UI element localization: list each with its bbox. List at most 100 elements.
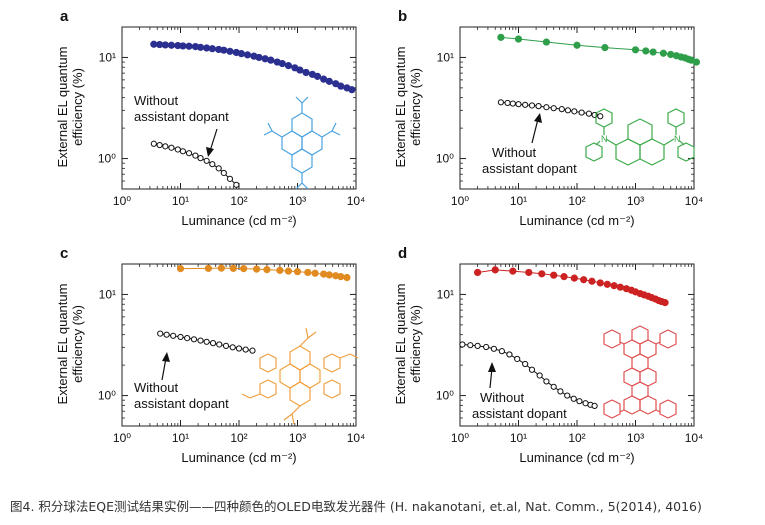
annotation-line2: assistant dopant (134, 109, 229, 124)
annotation-line1: Without (492, 145, 536, 160)
data-point-open (249, 347, 256, 354)
x-axis-label: Luminance (cd m⁻²) (519, 450, 634, 465)
data-point-open (543, 104, 550, 111)
data-point-filled (226, 47, 234, 55)
annotation-arrowhead (534, 113, 542, 123)
data-point-filled (514, 35, 523, 43)
annotation-line1: Without (480, 390, 524, 405)
molecule-structure (603, 325, 677, 419)
data-point-filled (325, 77, 333, 85)
data-point-open (483, 343, 490, 351)
data-point-filled (337, 273, 345, 281)
data-point-filled (253, 265, 261, 273)
data-point-open (591, 402, 598, 410)
data-point-filled (243, 51, 252, 59)
data-point-open (557, 388, 564, 395)
data-point-open (564, 392, 571, 399)
molecule-structure (263, 96, 341, 190)
x-tick-label: 10⁰ (113, 431, 131, 445)
y-tick-label: 10¹ (437, 287, 454, 301)
data-point-filled (631, 46, 640, 54)
y-axis-label-line1: External EL quantum (55, 47, 70, 168)
panel-c: c External EL quantum efficiency (%) Lum… (55, 245, 365, 465)
data-point-open (233, 181, 240, 188)
plot-area: 10⁰ 10¹ 10² 10³ 10⁴ 10⁰ 10¹ (436, 263, 704, 445)
data-point-open (535, 103, 542, 110)
data-point-open (576, 398, 583, 405)
data-point-open (490, 345, 498, 352)
data-point-filled (491, 266, 499, 274)
panel-letter: d (398, 245, 407, 262)
data-point-open (509, 100, 516, 107)
data-point-filled (204, 264, 213, 272)
data-point-open (235, 345, 243, 352)
data-point-filled (293, 268, 302, 276)
y-axis-label-line2: efficiency (%) (70, 68, 85, 146)
data-point-filled (616, 283, 624, 291)
data-point-filled (263, 266, 271, 274)
data-point-filled (497, 33, 505, 41)
data-point-open (156, 141, 163, 149)
x-axis-label: Luminance (cd m⁻²) (519, 213, 634, 228)
data-point-open (550, 105, 557, 112)
data-point-filled (348, 86, 356, 94)
data-point-open (163, 331, 170, 338)
data-point-open (192, 152, 199, 159)
data-point-open (222, 342, 230, 349)
y-tick-label: 10¹ (99, 287, 116, 301)
data-point-filled (237, 50, 246, 58)
data-point-filled (313, 72, 322, 80)
data-point-open (229, 344, 236, 351)
data-point-filled (525, 268, 533, 277)
data-point-filled (185, 42, 193, 50)
x-tick-label: 10² (568, 431, 585, 445)
data-point-open (177, 333, 184, 341)
y-tick-label: 10⁰ (98, 389, 116, 403)
y-axis-label-line2: efficiency (%) (70, 305, 85, 383)
y-tick-label: 10⁰ (436, 152, 454, 166)
data-point-open (185, 150, 193, 157)
data-point-open (504, 99, 511, 107)
annotation-line2: assistant dopant (482, 161, 577, 176)
data-point-filled (176, 265, 185, 273)
svg-text:N: N (674, 134, 681, 144)
data-point-filled (229, 264, 237, 272)
data-point-open (216, 341, 223, 348)
data-point-open (209, 340, 217, 347)
data-point-filled (649, 48, 657, 56)
panel-letter: b (398, 8, 407, 25)
data-point-open (528, 102, 536, 109)
data-point-filled (659, 49, 668, 57)
x-tick-label: 10⁴ (685, 431, 704, 445)
data-point-open (582, 400, 589, 407)
data-point-open (497, 99, 504, 106)
data-point-filled (596, 279, 604, 287)
annotation-line1: Without (134, 93, 178, 108)
svg-text:N: N (601, 134, 608, 144)
data-point-open (184, 335, 191, 342)
x-tick-label: 10² (230, 194, 247, 208)
data-point-open (179, 148, 187, 155)
x-tick-label: 10¹ (172, 194, 189, 208)
x-tick-label: 10² (230, 431, 247, 445)
data-point-open (474, 342, 481, 349)
data-point-open (168, 144, 175, 151)
panel-letter: a (60, 8, 69, 25)
data-point-open (226, 175, 234, 182)
data-point-open (550, 383, 557, 390)
annotation-line1: Without (134, 380, 178, 395)
data-point-filled (610, 282, 618, 290)
x-tick-label: 10⁴ (347, 194, 366, 208)
plot-area: 10⁰ 10¹ 10² 10³ 10⁴ 10⁰ 10¹ (98, 263, 365, 445)
panel-a: a External EL quantum efficiency (%) Lum… (55, 8, 365, 228)
panel-d: d External EL quantum efficiency (%) Lum… (393, 245, 703, 465)
annotation-arrowhead (488, 362, 496, 372)
x-tick-label: 10³ (289, 194, 306, 208)
molecule-structure (241, 327, 359, 425)
data-point-filled (276, 266, 284, 274)
annotation-line2: assistant dopant (472, 406, 567, 421)
data-point-filled (325, 271, 333, 279)
panel-b: b External EL quantum efficiency (%) Lum… (393, 8, 703, 228)
y-tick-label: 10¹ (99, 50, 116, 64)
